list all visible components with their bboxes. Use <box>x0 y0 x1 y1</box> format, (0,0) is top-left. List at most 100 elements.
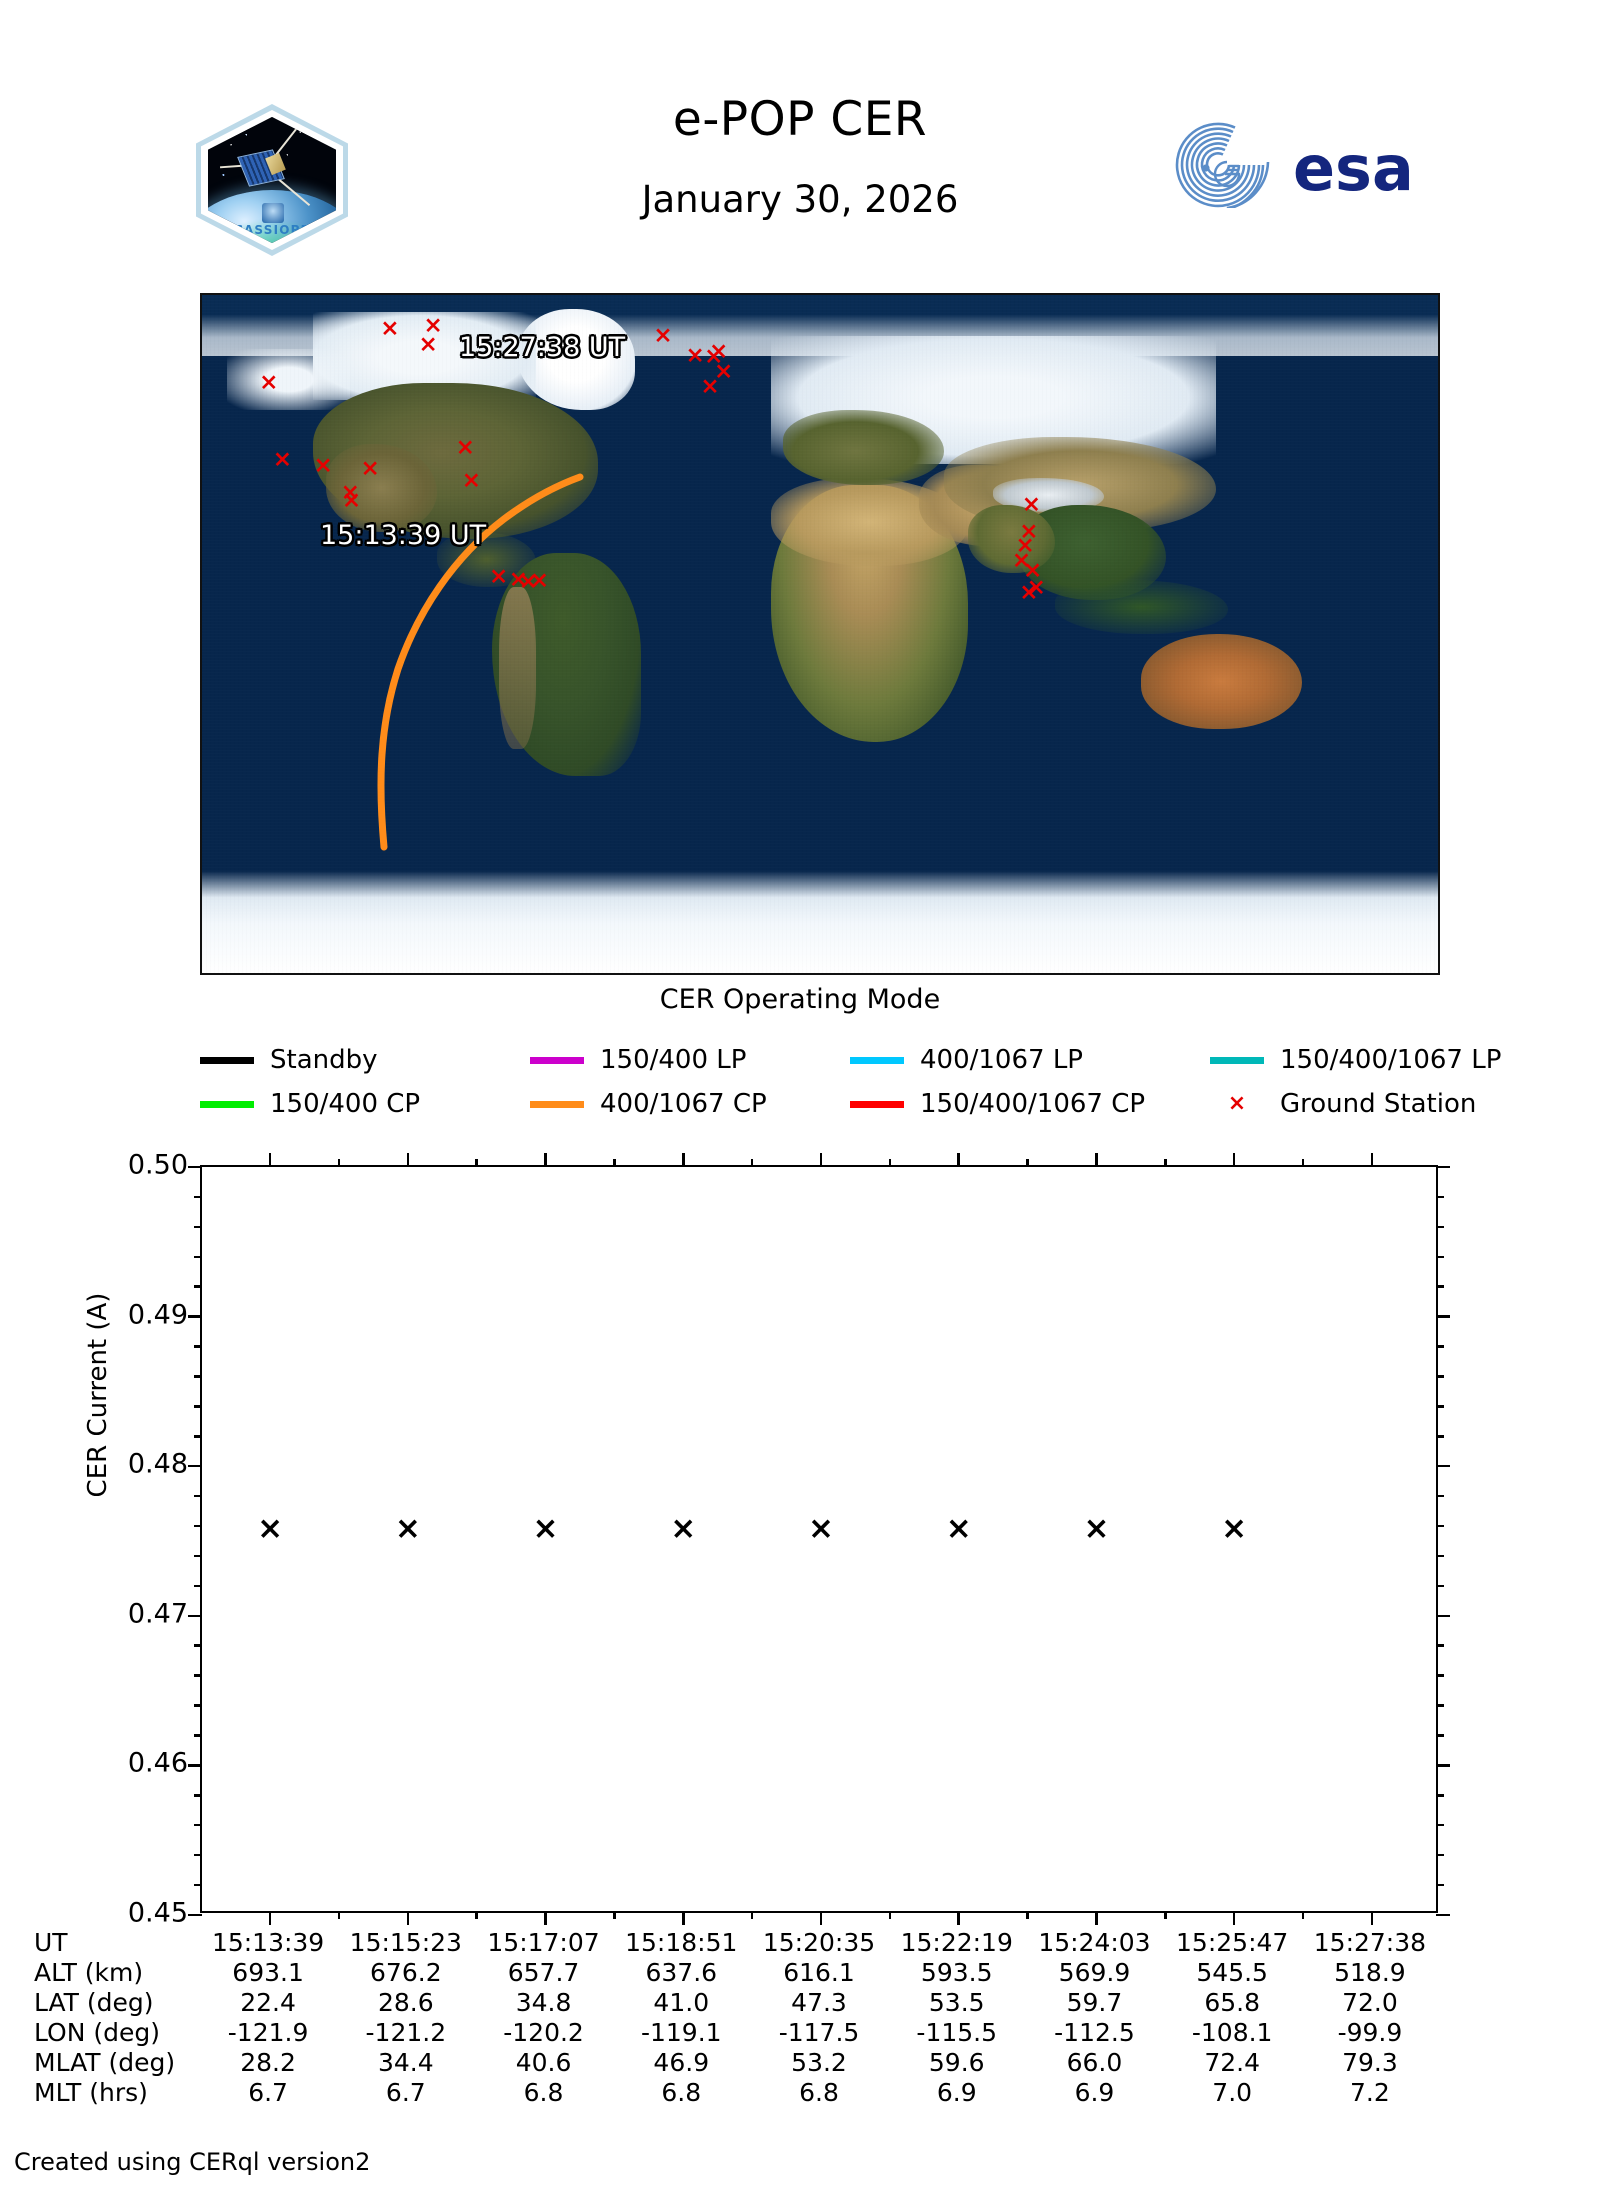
india-land <box>968 505 1055 573</box>
ground-station-marker: × <box>518 568 538 595</box>
table-cell: -119.1 <box>640 2018 722 2047</box>
legend-color-swatch <box>850 1056 904 1064</box>
y-axis-minor-tick <box>1436 1644 1444 1647</box>
footer-credit: Created using CERql version2 <box>14 2148 371 2176</box>
x-axis-major-tick <box>682 1153 685 1167</box>
x-axis-major-tick <box>1232 1153 1236 1167</box>
alaska-ice <box>226 349 351 411</box>
legend-label: Standby <box>270 1045 378 1075</box>
table-cell: 15:20:35 <box>762 1928 876 1957</box>
orbit-track <box>377 473 584 851</box>
table-cell: 569.9 <box>1058 1958 1131 1987</box>
y-axis-minor-tick <box>1436 1554 1444 1558</box>
ephemeris-table: UT 15:13:39 15:15:23 15:17:07 15:18:51 15:20:… <box>34 1928 1514 2108</box>
data-point-marker: × <box>808 1510 834 1547</box>
table-cell: 15:13:39 <box>211 1928 325 1957</box>
y-axis-minor-tick <box>1436 1225 1444 1229</box>
y-axis-major-tick <box>1436 1464 1450 1468</box>
orbit-end-time-label: 15:27:38 UT <box>459 332 626 363</box>
ground-station-marker: × <box>380 315 400 342</box>
table-cell: 66.0 <box>1066 2048 1123 2077</box>
y-axis-minor-tick <box>194 1704 202 1707</box>
ground-station-marker: × <box>1026 574 1046 601</box>
table-cell: 15:15:23 <box>349 1928 462 1957</box>
legend-color-swatch <box>530 1100 584 1108</box>
table-cell: -115.5 <box>916 2018 998 2047</box>
y-axis-minor-tick <box>1436 1674 1444 1677</box>
orbit-start-time-label: 15:13:39 UT <box>320 520 487 551</box>
table-row-label: MLAT (deg) <box>34 2048 176 2077</box>
x-axis-minor-tick <box>1026 1159 1029 1167</box>
legend-item[interactable]: 150/400 LP <box>530 1045 746 1075</box>
y-axis-major-tick <box>188 1464 202 1468</box>
ground-station-marker: × <box>1022 557 1043 584</box>
y-axis-tick-label: 0.45 <box>127 1897 188 1929</box>
y-axis-minor-tick <box>1436 1823 1444 1827</box>
x-axis-major-tick <box>819 1911 823 1925</box>
ground-station-marker: × <box>313 452 333 479</box>
table-cell: 6.8 <box>661 2078 702 2107</box>
ground-station-marker: × <box>360 455 380 482</box>
ground-station-marker: × <box>685 342 705 369</box>
table-cell: -108.1 <box>1191 2018 1273 2047</box>
table-cell: 46.9 <box>653 2048 710 2077</box>
legend-color-swatch <box>850 1100 904 1108</box>
legend-color-swatch <box>530 1056 584 1064</box>
table-row-label: UT <box>34 1928 68 1957</box>
y-axis-minor-tick <box>194 1524 202 1528</box>
ground-station-marker: × <box>1021 491 1041 518</box>
legend-item[interactable]: 150/400 CP <box>200 1089 420 1119</box>
ground-station-marker: × <box>423 312 443 339</box>
table-cell: 616.1 <box>783 1958 855 1987</box>
ground-station-marker: × <box>461 467 482 494</box>
legend-item[interactable]: 150/400/1067 LP <box>1210 1045 1501 1075</box>
legend-item[interactable]: 400/1067 CP <box>530 1089 767 1119</box>
ground-station-marker: × <box>529 567 550 594</box>
legend-item[interactable]: Standby <box>200 1045 378 1075</box>
legend-color-swatch <box>1210 1056 1264 1064</box>
ground-station-marker: × <box>418 331 438 358</box>
data-point-marker: × <box>532 1510 559 1547</box>
table-row: LAT (deg) 22.4 28.6 34.8 41.0 47.3 53.5 59.7 65.… <box>34 1988 1514 2018</box>
x-axis-minor-tick <box>475 1911 478 1919</box>
table-row-label: LAT (deg) <box>34 1988 154 2017</box>
table-cell: 6.9 <box>936 2078 977 2107</box>
y-axis-minor-tick <box>1436 1255 1444 1258</box>
x-axis-minor-tick <box>1164 1911 1167 1919</box>
table-cell: -121.2 <box>365 2018 447 2047</box>
legend-label: 400/1067 CP <box>600 1089 767 1119</box>
table-row: UT 15:13:39 15:15:23 15:17:07 15:18:51 15:20:… <box>34 1928 1514 1958</box>
table-cell: 676.2 <box>370 1958 442 1987</box>
legend-item[interactable]: 150/400/1067 CP <box>850 1089 1145 1119</box>
table-cell: 7.0 <box>1212 2078 1253 2107</box>
table-cell: 34.8 <box>515 1988 572 2017</box>
table-cell: 53.5 <box>928 1988 985 2017</box>
x-axis-minor-tick <box>888 1911 892 1919</box>
table-row-label: MLT (hrs) <box>34 2078 148 2107</box>
legend-label: 150/400 LP <box>600 1045 747 1075</box>
table-cell: 6.7 <box>385 2078 426 2107</box>
greenland-ice <box>517 308 635 411</box>
cassiope-mission-logo: CASSIOPE <box>196 104 348 256</box>
data-point-marker: × <box>394 1510 421 1547</box>
ground-station-marker: × <box>340 479 360 506</box>
legend-item[interactable]: × Ground Station <box>1210 1089 1477 1119</box>
table-cell: 15:17:07 <box>487 1928 600 1957</box>
table-cell: 15:22:19 <box>900 1928 1013 1957</box>
y-axis-minor-tick <box>194 1584 202 1588</box>
table-cell: -99.9 <box>1337 2018 1403 2047</box>
cer-current-plot: × × × × × × × × <box>188 1153 1450 1925</box>
x-axis-minor-tick <box>337 1911 341 1919</box>
x-axis-minor-tick <box>1301 1911 1305 1919</box>
x-axis-minor-tick <box>613 1911 616 1919</box>
table-cell: 15:25:47 <box>1176 1928 1289 1957</box>
y-axis-minor-tick <box>1436 1584 1444 1588</box>
legend-item[interactable]: 400/1067 LP <box>850 1045 1083 1075</box>
x-axis-minor-tick <box>613 1159 616 1167</box>
y-axis-tick-label: 0.50 <box>127 1149 188 1181</box>
table-cell: 28.2 <box>240 2048 296 2077</box>
y-axis-major-tick <box>188 1913 202 1917</box>
table-cell: 15:24:03 <box>1038 1928 1151 1957</box>
esa-wordmark: esa <box>1293 132 1414 205</box>
esa-logo: esa <box>1175 122 1465 208</box>
